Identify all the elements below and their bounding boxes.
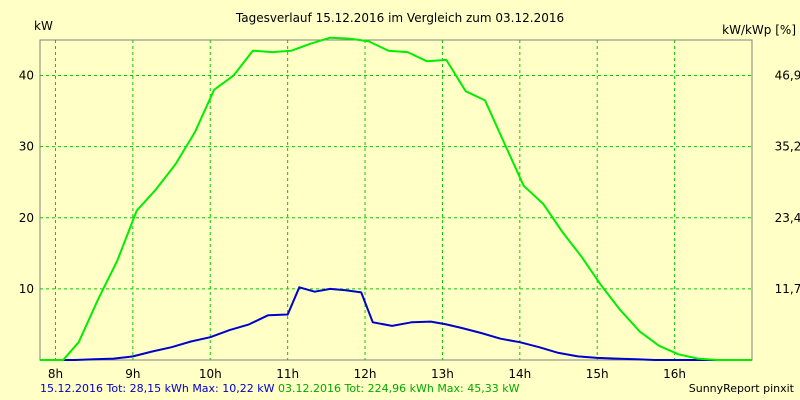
series1-summary: 15.12.2016 Tot: 28,15 kWh Max: 10,22 kW [40,382,278,395]
source-credit: SunnyReport pinxit [688,382,794,395]
series2-summary: 03.12.2016 Tot: 224,96 kWh Max: 45,33 kW [278,382,520,395]
x-tick-label: 16h [663,367,686,381]
x-tick-label: 15h [586,367,609,381]
grid [40,40,752,360]
y-axis-right-label: kW/kWp [%] [722,23,796,37]
tick-labels: 8h 9h 10h 11h 12h 13h 14h 15h 16h 10 11,7 20 23,4 30 3… [19,69,800,381]
x-tick-label: 14h [508,367,531,381]
summary-footer: 15.12.2016 Tot: 28,15 kWh Max: 10,22 kW … [40,382,520,395]
series-layer [40,36,752,361]
series-line-2 [40,36,752,361]
series1-tot-label: Tot: [106,382,127,395]
x-tick-label: 10h [199,367,222,381]
series2-tot: 224,96 kWh [367,382,434,395]
plot-area [39,39,753,361]
chart-title: Tagesverlauf 15.12.2016 im Vergleich zum… [235,11,564,25]
y-axis-left-label: kW [34,19,53,33]
x-tick-label: 8h [48,367,63,381]
x-tick-label: 12h [354,367,377,381]
y-tick-label-left: 10 [19,282,34,296]
series1-max-label: Max: [192,382,219,395]
y-tick-label-right: 11,7 [775,282,800,296]
series2-max: 45,33 kW [467,382,520,395]
y-tick-label-right: 23,4 [775,211,800,225]
y-tick-label-right: 46,9 [775,69,800,83]
y-tick-label-left: 40 [19,69,34,83]
x-tick-label: 9h [125,367,140,381]
series2-date: 03.12.2016 [278,382,341,395]
y-tick-label-right: 35,2 [775,140,800,154]
x-tick-label: 13h [431,367,454,381]
y-tick-label-left: 20 [19,211,34,225]
series-line-1 [40,286,752,361]
y-tick-label-left: 30 [19,140,34,154]
series2-max-label: Max: [437,382,464,395]
series2-tot-label: Tot: [344,382,365,395]
series1-tot: 28,15 kWh [129,382,189,395]
series1-date: 15.12.2016 [40,382,103,395]
series1-max: 10,22 kW [222,382,275,395]
x-tick-label: 11h [276,367,299,381]
